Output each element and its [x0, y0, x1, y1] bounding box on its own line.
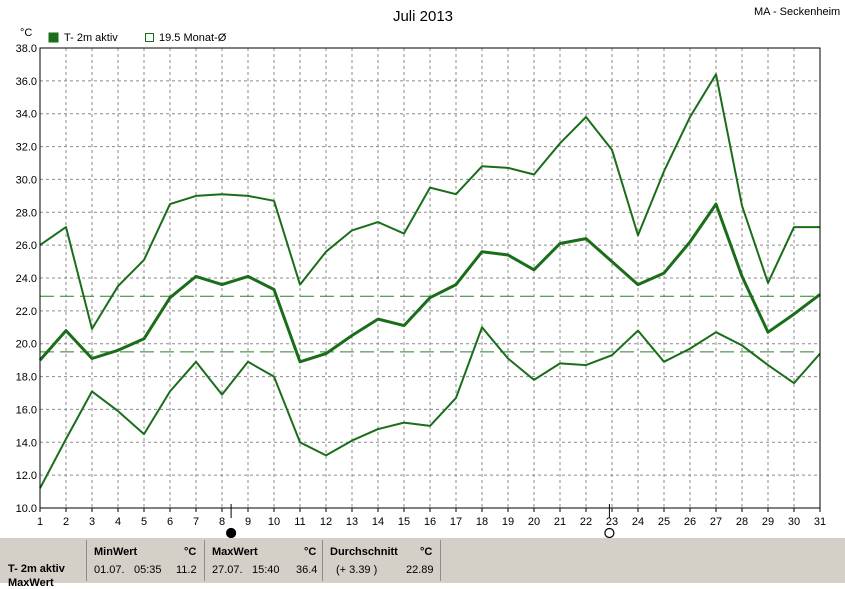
y-tick-label: 12.0	[16, 470, 37, 482]
x-tick-label: 25	[658, 516, 670, 528]
x-tick-label: 19	[502, 516, 514, 528]
y-tick-label: 14.0	[16, 437, 37, 449]
avg-diff: (+ 3.39 )	[336, 564, 378, 576]
footer-min-panel: MinWert °C 01.07. 05:35 11.2	[86, 538, 204, 583]
series-line-min	[39, 326, 821, 489]
y-tick-label: 10.0	[16, 503, 37, 515]
x-tick-label: 3	[89, 516, 95, 528]
min-time: 05:35	[134, 564, 162, 576]
x-axis-ticks: 1 2 3 4 5 6 7 8 9 10 11 12 13 14 15 16 17 18 19 20 21 22 23 24 2…	[37, 508, 826, 528]
legend-label-monthly-mean: 19.5 Monat-Ø	[159, 32, 227, 44]
station-name: MA - Seckenheim	[754, 6, 840, 18]
max-date: 27.07.	[212, 564, 243, 576]
x-tick-label: 24	[632, 516, 644, 528]
temperature-chart: Juli 2013 MA - Seckenheim °C T- 2m aktiv…	[16, 6, 840, 538]
new-moon-icon	[604, 527, 615, 538]
x-tick-label: 18	[476, 516, 488, 528]
x-tick-label: 15	[398, 516, 410, 528]
x-tick-label: 12	[320, 516, 332, 528]
x-tick-label: 2	[63, 516, 69, 528]
x-tick-label: 11	[294, 516, 305, 528]
footer-divider	[440, 540, 441, 581]
x-tick-label: 21	[554, 516, 566, 528]
min-value: 11.2	[176, 564, 197, 576]
x-tick-label: 10	[268, 516, 280, 528]
avg-title: Durchschnitt	[330, 546, 398, 558]
legend-swatch-filled	[48, 32, 59, 43]
x-tick-label: 27	[710, 516, 722, 528]
y-tick-label: 16.0	[16, 404, 37, 416]
x-tick-label: 22	[580, 516, 592, 528]
avg-unit: °C	[420, 546, 433, 558]
y-tick-label: 24.0	[16, 273, 37, 285]
y-tick-label: 34.0	[16, 109, 37, 121]
x-tick-label: 29	[762, 516, 774, 528]
legend-swatch-outline	[145, 33, 154, 42]
x-tick-label: 16	[424, 516, 436, 528]
x-tick-label: 6	[167, 516, 173, 528]
data-series	[38, 73, 821, 489]
series-line-mean	[38, 202, 821, 364]
footer-max-panel: MaxWert °C 27.07. 15:40 36.4	[204, 538, 322, 583]
x-tick-label: 9	[245, 516, 251, 528]
x-tick-label: 4	[115, 516, 121, 528]
x-tick-label: 30	[788, 516, 800, 528]
footer-series-name: T- 2m aktiv	[8, 563, 65, 575]
legend: T- 2m aktiv 19.5 Monat-Ø	[48, 32, 227, 44]
y-tick-label: 18.0	[16, 372, 37, 384]
x-tick-label: 28	[736, 516, 748, 528]
max-unit: °C	[304, 546, 317, 558]
legend-label-current: T- 2m aktiv	[64, 32, 118, 44]
grid	[40, 48, 820, 508]
x-tick-label: 17	[450, 516, 462, 528]
statistics-footer: T- 2m aktiv MaxWert MinWert °C 01.07. 05…	[0, 538, 845, 589]
min-date: 01.07.	[94, 564, 125, 576]
x-tick-label: 23	[606, 516, 618, 528]
x-tick-label: 8	[219, 516, 225, 528]
x-tick-label: 31	[814, 516, 826, 528]
x-tick-label: 5	[141, 516, 147, 528]
plot-frame	[39, 47, 821, 509]
y-tick-label: 38.0	[16, 43, 37, 55]
y-tick-label: 32.0	[16, 142, 37, 154]
series-line-max	[39, 73, 820, 330]
footer-divider	[204, 540, 205, 581]
y-tick-label: 30.0	[16, 174, 37, 186]
footer-avg-panel: Durchschnitt °C (+ 3.39 ) 22.89	[322, 538, 440, 583]
avg-value: 22.89	[406, 564, 434, 576]
y-tick-label: 28.0	[16, 207, 37, 219]
x-tick-label: 1	[37, 516, 43, 528]
footer-divider	[86, 540, 87, 581]
x-tick-label: 20	[528, 516, 540, 528]
footer-series-label: T- 2m aktiv MaxWert	[0, 538, 86, 589]
moon-phase-markers	[226, 504, 615, 538]
max-title: MaxWert	[212, 546, 258, 558]
max-time: 15:40	[252, 564, 280, 576]
x-tick-label: 26	[684, 516, 696, 528]
y-tick-label: 26.0	[16, 240, 37, 252]
y-tick-label: 22.0	[16, 306, 37, 318]
y-tick-label: 36.0	[16, 76, 37, 88]
full-moon-icon	[226, 527, 237, 538]
x-tick-label: 13	[346, 516, 358, 528]
x-tick-label: 14	[372, 516, 384, 528]
y-axis-ticks: 10.0 12.0 14.0 16.0 18.0 20.0 22.0 24.0 26.0 28.0…	[16, 43, 37, 515]
x-tick-label: 7	[193, 516, 199, 528]
footer-series-sub: MaxWert	[8, 577, 54, 589]
y-axis-unit: °C	[20, 27, 32, 39]
max-value: 36.4	[296, 564, 318, 576]
chart-title: Juli 2013	[393, 8, 453, 25]
min-unit: °C	[184, 546, 197, 558]
min-title: MinWert	[94, 546, 138, 558]
footer-divider	[322, 540, 323, 581]
y-tick-label: 20.0	[16, 339, 37, 351]
